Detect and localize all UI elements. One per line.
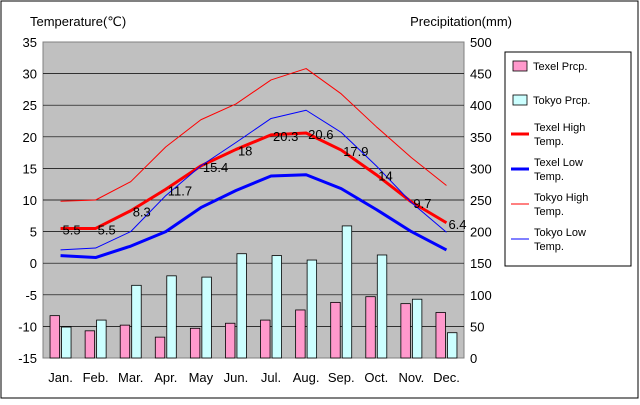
grid-lines <box>43 73 464 327</box>
left-tick-label: 0 <box>30 256 37 271</box>
x-tick-label: Jul. <box>261 370 281 385</box>
data-label: 18 <box>238 143 252 158</box>
line-tokyo-high-temp <box>60 68 447 202</box>
bar-texel-prcp <box>119 324 131 359</box>
data-label: 9.7 <box>413 196 431 211</box>
bar-tokyo-prcp <box>166 275 177 359</box>
x-tick-label: Jun. <box>224 370 249 385</box>
legend-swatch-texel-prcp <box>512 60 528 72</box>
bar-texel-prcp <box>330 301 341 359</box>
data-label: 17.9 <box>343 144 368 159</box>
legend-label-tokyo-high-temp: Tokyo High Temp. <box>534 192 588 218</box>
bar-tokyo-prcp <box>341 225 353 359</box>
bar-tokyo-prcp <box>306 259 318 359</box>
bar-texel-prcp <box>260 319 271 359</box>
legend-box <box>504 51 632 267</box>
x-tick-label: Oct. <box>364 370 388 385</box>
line-texel-low-temp <box>60 173 448 260</box>
right-tick-label: 250 <box>470 193 492 208</box>
bar-texel-prcp <box>435 312 446 359</box>
bar-tokyo-prcp <box>236 253 247 359</box>
left-tick-label: 35 <box>23 35 37 50</box>
left-tick-label: 25 <box>23 98 37 113</box>
right-tick-label: 200 <box>470 225 492 240</box>
lines <box>60 68 448 260</box>
x-tick-label: Jan. <box>48 370 73 385</box>
bar-texel-prcp <box>295 309 306 359</box>
bar-texel-prcp <box>189 327 201 359</box>
left-tick-label: -5 <box>25 288 37 303</box>
bar-texel-prcp <box>365 296 376 359</box>
right-tick-label: 300 <box>470 161 492 176</box>
legend-label-texel-low-temp: Texel Low Temp. <box>534 157 583 183</box>
x-tick-label: Dec. <box>433 370 460 385</box>
left-tick-label: 10 <box>23 193 37 208</box>
x-tick-label: Aug. <box>293 370 320 385</box>
bar-texel-prcp <box>225 322 236 359</box>
data-label: 11.7 <box>168 183 192 198</box>
right-tick-label: 500 <box>470 35 492 50</box>
bar-texel-prcp <box>154 336 166 359</box>
x-tick-label: Sep. <box>328 370 355 385</box>
bar-tokyo-prcp <box>201 276 212 359</box>
data-label: 20.3 <box>273 129 298 144</box>
data-labels: 5.5 5.5 8.3 11.7 15.4 18 20.3 20.6 17.9 14 9.7 6.4 <box>63 127 467 237</box>
left-axis-ticks: -15 -10 -5 0 5 10 15 20 25 30 35 <box>18 35 37 366</box>
left-tick-label: 5 <box>30 225 37 240</box>
right-tick-label: 100 <box>470 288 492 303</box>
x-tick-label: Feb. <box>83 370 109 385</box>
legend-label-tokyo-low-temp: Tokyo Low Temp. <box>534 227 586 253</box>
left-tick-label: 20 <box>23 130 37 145</box>
x-tick-label: Mar. <box>118 370 143 385</box>
right-tick-label: 450 <box>470 67 492 82</box>
data-label: 6.4 <box>448 217 466 232</box>
right-tick-label: 350 <box>470 130 492 145</box>
right-tick-label: 0 <box>470 351 477 366</box>
data-label: 8.3 <box>133 205 151 220</box>
x-tick-label: Nov. <box>398 370 424 385</box>
x-tick-label: May <box>189 370 214 385</box>
left-tick-label: -10 <box>18 319 37 334</box>
bar-tokyo-prcp <box>376 254 388 359</box>
right-tick-label: 50 <box>470 319 484 334</box>
right-tick-label: 150 <box>470 256 492 271</box>
left-tick-label: 15 <box>23 161 37 176</box>
bar-texel-prcp <box>49 315 60 359</box>
right-axis-ticks: 0 50 100 150 200 250 300 350 400 450 500 <box>470 35 492 366</box>
left-tick-label: 30 <box>23 67 37 82</box>
bar-tokyo-prcp <box>411 298 423 359</box>
line-texel-high-temp <box>60 131 448 230</box>
legend-label-texel-prcp: Texel Prcp. <box>533 61 587 73</box>
left-tick-label: -15 <box>18 351 37 366</box>
legend-swatch-tokyo-prcp <box>512 94 528 106</box>
bar-texel-prcp <box>400 303 411 359</box>
right-axis-title: Precipitation(mm) <box>410 14 512 29</box>
legend-label-tokyo-prcp: Tokyo Prcp. <box>533 95 590 107</box>
data-label: 14 <box>378 169 392 184</box>
bar-tokyo-prcp <box>96 319 107 359</box>
right-tick-label: 400 <box>470 98 492 113</box>
bar-tokyo-prcp <box>131 284 142 359</box>
data-label: 5.5 <box>63 222 81 237</box>
data-label: 20.6 <box>308 127 333 142</box>
data-label: 5.5 <box>98 222 116 237</box>
bar-tokyo-prcp <box>447 332 458 359</box>
bar-tokyo-prcp <box>271 255 282 359</box>
data-label: 15.4 <box>203 160 228 175</box>
legend: Texel Prcp. Tokyo Prcp. Texel High Temp. Tex… <box>511 60 590 253</box>
left-axis-title: Temperature(℃) <box>30 14 126 29</box>
line-tokyo-low-temp <box>60 109 447 251</box>
bar-texel-prcp <box>84 330 96 359</box>
x-axis-ticks: Jan. Feb. Mar. Apr. May Jun. Jul. Aug. Sep. Oct. N… <box>48 370 460 385</box>
bar-tokyo-prcp <box>61 326 72 359</box>
bars <box>49 225 458 359</box>
legend-label-texel-high-temp: Texel High Temp. <box>534 122 585 148</box>
x-tick-label: Apr. <box>154 370 177 385</box>
